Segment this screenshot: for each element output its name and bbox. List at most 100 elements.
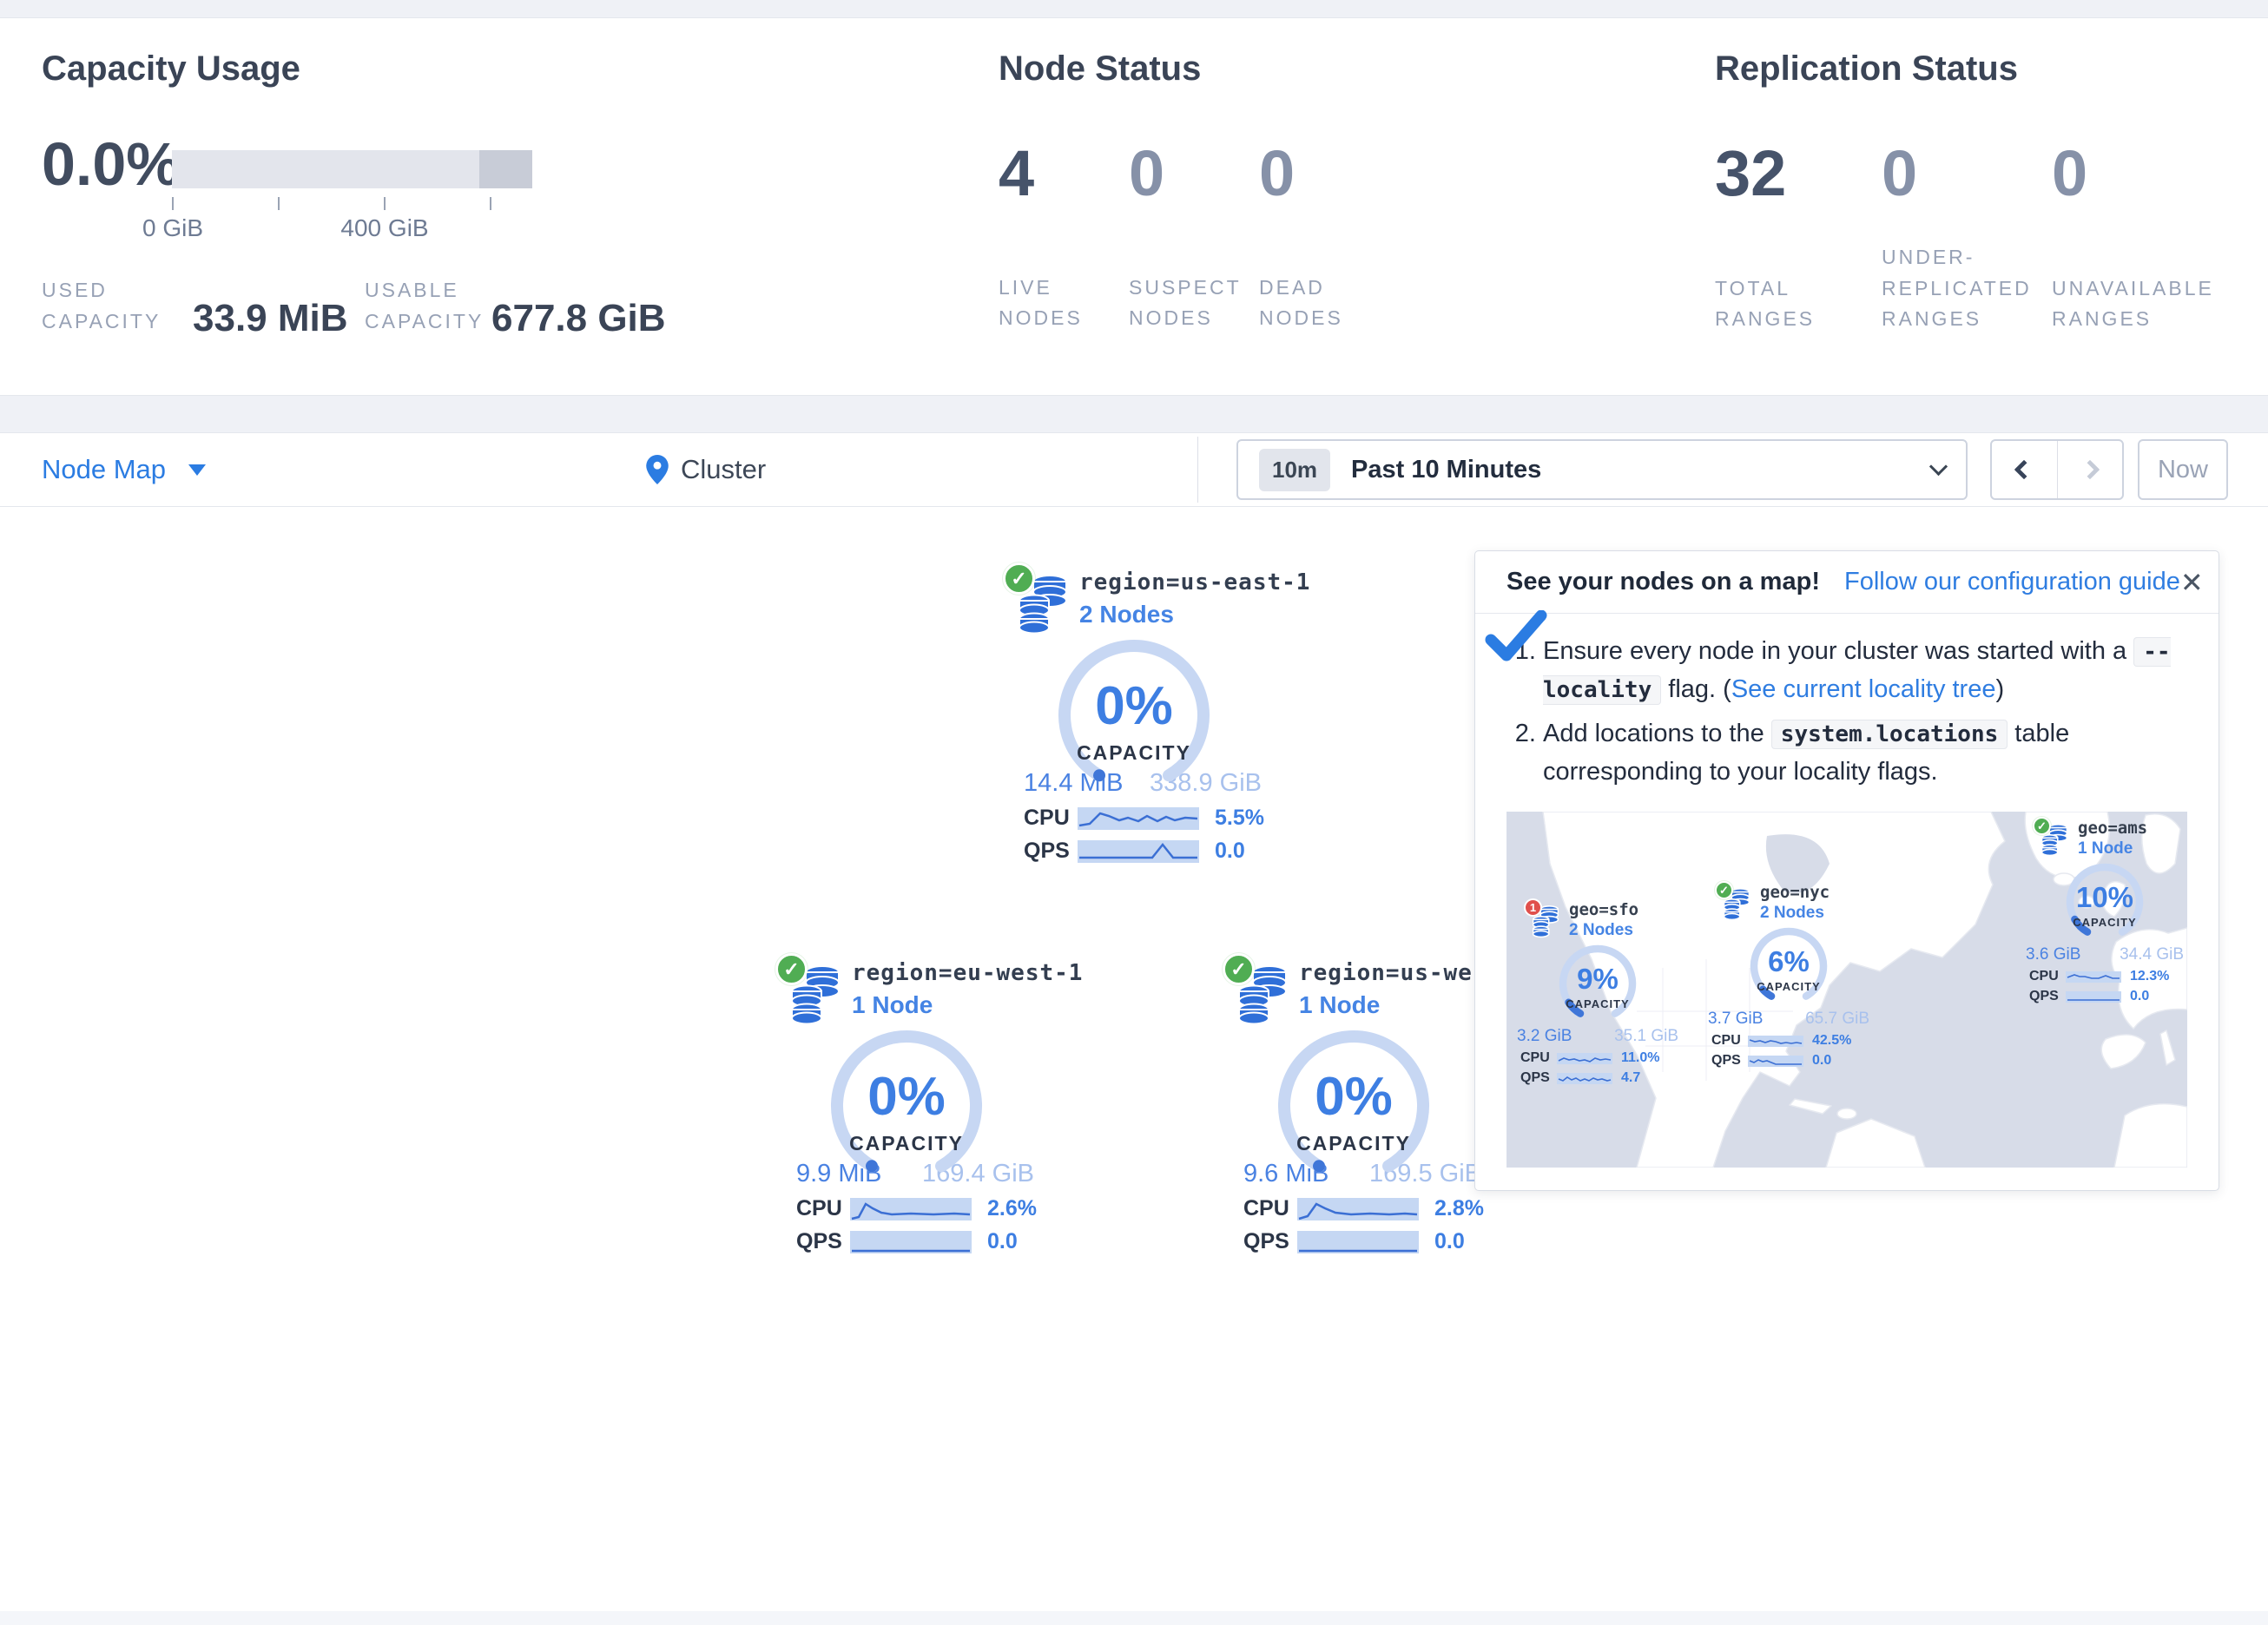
close-icon[interactable]: ✕ bbox=[2179, 566, 2204, 598]
configuration-guide-link[interactable]: Follow our configuration guide bbox=[1843, 568, 2180, 595]
map-node-icon-stack: ✓ bbox=[2033, 817, 2078, 862]
replication-status-values: 32 0 0 bbox=[1715, 136, 2225, 210]
now-button[interactable]: Now bbox=[2138, 439, 2228, 500]
healthy-check-icon: ✓ bbox=[775, 953, 808, 985]
locality-icon-stack: ✓ bbox=[775, 953, 852, 1028]
step-text: ) bbox=[1995, 674, 2005, 703]
setup-steps-list: Ensure every node in your cluster was st… bbox=[1507, 633, 2187, 791]
gauge-arc bbox=[1058, 640, 1210, 782]
healthy-check-icon: ✓ bbox=[1003, 562, 1035, 595]
map-node-header: 1 geo=sfo 2 Nodes bbox=[1524, 898, 1680, 944]
map-node-name: geo=sfo bbox=[1569, 900, 1639, 919]
locality-card-us-east-1[interactable]: ✓ region=us-east-1 2 Nodes 0% CAPACITY 1… bbox=[1003, 562, 1309, 864]
gauge-arc bbox=[1750, 927, 1828, 1000]
replication-status-labels: TOTAL RANGES UNDER-REPLICATED RANGES UNA… bbox=[1715, 242, 2225, 334]
map-node-icon-stack: ✓ bbox=[1715, 881, 1760, 926]
gauge-capacity-label: CAPACITY bbox=[1077, 741, 1191, 764]
cpu-sparkline bbox=[850, 1197, 972, 1220]
popup-title: See your nodes on a map! bbox=[1507, 568, 1820, 595]
capacity-bar-reserved-segment bbox=[479, 150, 532, 188]
node-map-config-popup: See your nodes on a map! Follow our conf… bbox=[1474, 550, 2219, 1191]
cpu-value: 2.6% bbox=[987, 1196, 1037, 1220]
time-range-label: Past 10 Minutes bbox=[1351, 455, 1542, 484]
qps-sparkline bbox=[2066, 990, 2121, 1003]
page-top-strip bbox=[0, 0, 2268, 17]
gauge-percent: 0% bbox=[1095, 676, 1173, 736]
locality-node-count-link[interactable]: 1 Node bbox=[1299, 991, 1381, 1018]
database-stack-icon bbox=[2041, 824, 2067, 857]
locality-icon-stack: ✓ bbox=[1003, 562, 1079, 637]
dead-nodes-label: DEAD NODES bbox=[1259, 275, 1343, 330]
cpu-row: CPU 2.8% bbox=[1243, 1196, 1485, 1221]
gauge-percent: 0% bbox=[867, 1067, 946, 1127]
system-locations-code: system.locations bbox=[1770, 720, 2008, 749]
capacity-used: 3.6 GiB bbox=[2026, 945, 2081, 964]
node-status-labels: LIVE NODES SUSPECT NODES DEAD NODES bbox=[999, 242, 1389, 334]
locality-node-count-link[interactable]: 1 Node bbox=[852, 991, 933, 1018]
qps-sparkline bbox=[1078, 839, 1199, 863]
usable-capacity-stat: USABLE CAPACITY 677.8 GiB bbox=[365, 275, 666, 340]
popup-body: Ensure every node in your cluster was st… bbox=[1475, 610, 2219, 1168]
breadcrumb[interactable]: Cluster bbox=[646, 433, 766, 506]
locality-card-us-west-1[interactable]: ✓ region=us-west-1 1 Node 0% CAPACITY 9.… bbox=[1223, 953, 1529, 1254]
gauge-capacity-label: CAPACITY bbox=[1296, 1132, 1411, 1155]
qps-row: QPS 0.0 bbox=[796, 1229, 1038, 1254]
capacity-gauge: 9% CAPACITY bbox=[1547, 944, 1648, 1027]
time-prev-button[interactable] bbox=[1992, 441, 2057, 498]
locality-card-eu-west-1[interactable]: ✓ region=eu-west-1 1 Node 0% CAPACITY 9.… bbox=[775, 953, 1082, 1254]
used-capacity-stat: USED CAPACITY 33.9 MiB bbox=[42, 275, 348, 340]
cpu-value: 11.0% bbox=[1621, 1050, 1660, 1065]
map-node-count: 2 Nodes bbox=[1569, 921, 1633, 939]
qps-label: QPS bbox=[2029, 989, 2059, 1003]
gauge-percent: 0% bbox=[1315, 1067, 1393, 1127]
usable-capacity-value: 677.8 GiB bbox=[491, 297, 666, 340]
map-node-name: geo=ams bbox=[2078, 819, 2148, 838]
gauge-capacity-label: CAPACITY bbox=[849, 1132, 964, 1155]
capacity-total: 35.1 GiB bbox=[1614, 1027, 1678, 1045]
chevron-right-icon bbox=[2080, 459, 2100, 480]
locality-name[interactable]: region=us-east-1 bbox=[1079, 569, 1311, 595]
map-node-title-block: geo=ams 1 Node bbox=[2078, 819, 2147, 862]
cpu-value: 42.5% bbox=[1812, 1033, 1852, 1048]
capacity-used: 3.2 GiB bbox=[1517, 1027, 1572, 1045]
qps-row: QPS 0.0 bbox=[1024, 839, 1265, 864]
locality-tree-link[interactable]: See current locality tree bbox=[1731, 674, 1996, 703]
time-pager bbox=[1990, 439, 2124, 500]
view-selector-dropdown[interactable]: Node Map bbox=[42, 433, 207, 506]
capacity-usage-bar bbox=[172, 150, 532, 188]
capacity-gauge: 6% CAPACITY bbox=[1738, 926, 1839, 1010]
total-ranges-label: TOTAL RANGES bbox=[1715, 276, 1816, 331]
map-node-title-block: geo=sfo 2 Nodes bbox=[1569, 900, 1638, 944]
capacity-gauge: 0% CAPACITY bbox=[815, 1030, 998, 1179]
cpu-label: CPU bbox=[796, 1196, 842, 1220]
qps-row: QPS 0.0 bbox=[1711, 1053, 1871, 1069]
capacity-range: 3.7 GiB 65.7 GiB bbox=[1706, 1010, 1871, 1029]
step-text: Add locations to the bbox=[1543, 720, 1771, 747]
cpu-value: 5.5% bbox=[1215, 806, 1264, 830]
capacity-total: 65.7 GiB bbox=[1805, 1010, 1869, 1028]
capacity-total: 34.4 GiB bbox=[2120, 945, 2184, 964]
locality-name[interactable]: region=eu-west-1 bbox=[852, 960, 1084, 986]
gauge-capacity-label: CAPACITY bbox=[2073, 916, 2137, 929]
database-stack-icon bbox=[791, 965, 840, 1025]
live-nodes-label: LIVE NODES bbox=[999, 275, 1083, 330]
axis-tick bbox=[172, 197, 174, 210]
time-next-button[interactable] bbox=[2056, 441, 2123, 498]
suspect-nodes-label: SUSPECT NODES bbox=[1129, 275, 1242, 330]
cpu-value: 2.8% bbox=[1434, 1196, 1484, 1220]
node-status-values: 4 0 0 bbox=[999, 136, 1389, 210]
database-stack-icon bbox=[1533, 905, 1559, 938]
map-node-count: 1 Node bbox=[2078, 839, 2133, 858]
locality-title-block: region=us-east-1 2 Nodes bbox=[1079, 569, 1310, 637]
under-replicated-ranges-label: UNDER-REPLICATED RANGES bbox=[1882, 246, 2032, 331]
capacity-range: 3.2 GiB 35.1 GiB bbox=[1515, 1027, 1680, 1046]
qps-label: QPS bbox=[1520, 1070, 1550, 1085]
locality-node-count-link[interactable]: 2 Nodes bbox=[1079, 601, 1174, 628]
qps-sparkline bbox=[1748, 1055, 1803, 1067]
qps-value: 0.0 bbox=[987, 1229, 1018, 1253]
map-node-header: ✓ geo=ams 1 Node bbox=[2033, 817, 2186, 862]
time-range-selector[interactable]: 10m Past 10 Minutes bbox=[1236, 439, 1968, 500]
step-text: table corresponding to your locality fla… bbox=[1543, 720, 2070, 786]
used-capacity-value: 33.9 MiB bbox=[193, 297, 348, 340]
time-range-badge: 10m bbox=[1259, 448, 1331, 491]
